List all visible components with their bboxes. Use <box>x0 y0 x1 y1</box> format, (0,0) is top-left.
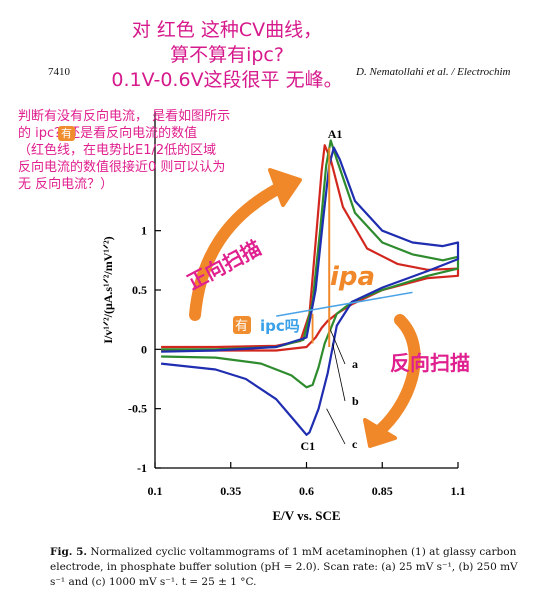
side-line-1: 判断有没有反向电流， 是看如图所示 <box>18 109 231 124</box>
handwritten-side-note: 判断有没有反向电流， 是看如图所示 的 ipc？还是看反向电流的数值 （红色线，… <box>18 108 318 193</box>
y-tick-label: -1 <box>137 461 147 475</box>
question-line-3: 0.1V-0.6V这段很平 无峰。 <box>111 69 343 91</box>
ipc-badge: 有 <box>235 319 248 334</box>
y-tick-label: 0 <box>141 342 147 356</box>
series-b-label: b <box>352 394 359 408</box>
series-b-leader <box>332 343 346 402</box>
caption-text: Normalized cyclic voltammograms of 1 mM … <box>50 546 518 588</box>
side-line-4: 反向电流的数值很接近0 则可以认为 <box>18 160 226 175</box>
question-line-1: 对 红色 这种CV曲线， <box>131 19 323 41</box>
x-tick-label: 0.35 <box>220 484 241 498</box>
question-line-2: 算不算有ipc? <box>170 44 284 66</box>
y-tick-label: 1 <box>141 224 147 238</box>
ipc-badge-bg <box>233 316 251 334</box>
forward-scan-label: 正向扫描 <box>183 236 265 295</box>
figure-caption: Fig. 5. Normalized cyclic voltammograms … <box>50 545 520 590</box>
y-axis-label: I/v¹ᐟ²/(μA.s¹ᐟ²/mV¹ᐟ²) <box>101 236 115 343</box>
peak-label-c1: C1 <box>300 439 315 453</box>
x-tick-label: 0.85 <box>372 484 393 498</box>
forward-scan-arrow <box>189 179 291 321</box>
handwritten-question: 对 红色 这种CV曲线， 算不算有ipc? 0.1V-0.6V这段很平 无峰。 <box>92 18 362 93</box>
reverse-scan-label: 反向扫描 <box>390 351 470 375</box>
x-axis-label: E/V vs. SCE <box>272 508 340 523</box>
x-tick-label: 0.6 <box>299 484 314 498</box>
series-a-leader <box>329 327 346 365</box>
running-head: D. Nematollahi et al. / Electrochim <box>356 66 511 78</box>
x-tick-label: 0.1 <box>148 484 163 498</box>
series-c-label: c <box>352 437 358 451</box>
forward-scan-arrowhead <box>268 168 302 207</box>
side-line-5: 无 反向电流？） <box>18 177 114 192</box>
reverse-scan-arrow <box>372 314 421 438</box>
x-tick-label: 1.1 <box>451 484 466 498</box>
figure-label: Fig. 5. <box>50 546 88 558</box>
ipc-label: ipc吗 <box>260 317 300 335</box>
reverse-scan-arrowhead <box>363 418 397 448</box>
series-a-curve <box>161 144 460 352</box>
ipc-baseline <box>276 291 413 317</box>
side-line-2-text: 的 ipc？还是看反向电流的数值 <box>18 126 198 141</box>
side-line-3: （红色线，在电势比E1/2低的区域 <box>18 143 217 158</box>
series-a-label: a <box>352 357 358 371</box>
y-tick-label: 0.5 <box>132 283 147 297</box>
page-number: 7410 <box>48 66 70 78</box>
ipa-label: ipa <box>330 262 375 292</box>
peak-label-a1: A1 <box>328 127 343 141</box>
side-note-badge: 有 <box>58 126 75 141</box>
series-c-curve <box>160 146 460 436</box>
y-tick-label: -0.5 <box>128 402 147 416</box>
series-c-leader <box>326 408 346 445</box>
